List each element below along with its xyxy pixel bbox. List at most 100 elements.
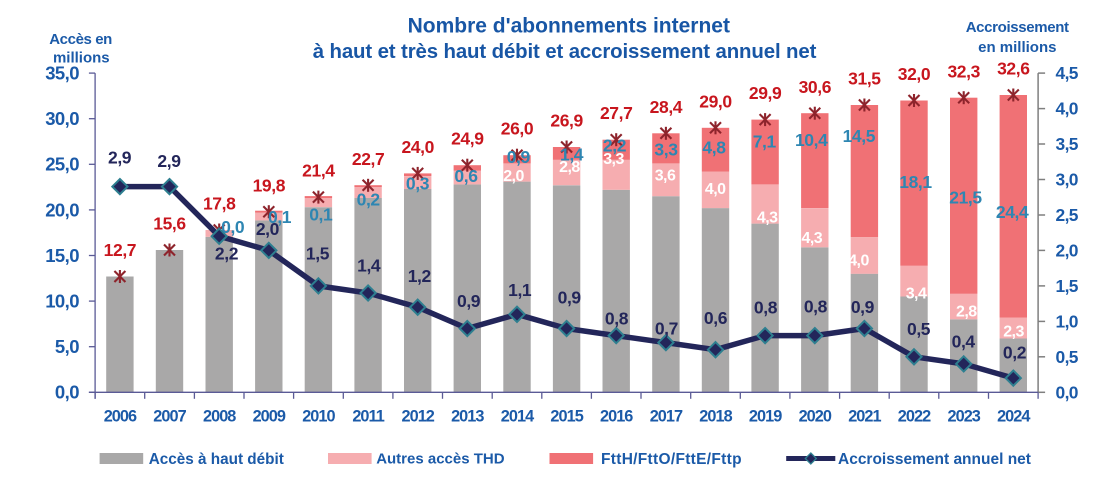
svg-text:2023: 2023 xyxy=(947,408,980,426)
svg-text:24,4: 24,4 xyxy=(996,202,1029,222)
svg-text:21,4: 21,4 xyxy=(302,161,335,181)
svg-text:Accès en: Accès en xyxy=(49,31,112,48)
svg-text:22,7: 22,7 xyxy=(352,149,384,169)
svg-text:0,9: 0,9 xyxy=(558,287,582,307)
svg-text:2006: 2006 xyxy=(104,408,137,426)
svg-text:2,2: 2,2 xyxy=(215,244,239,264)
svg-text:3,6: 3,6 xyxy=(655,168,676,185)
svg-text:26,9: 26,9 xyxy=(550,111,583,131)
svg-text:32,0: 32,0 xyxy=(898,64,931,84)
svg-text:2013: 2013 xyxy=(451,408,484,426)
svg-text:Nombre d'abonnements internet: Nombre d'abonnements internet xyxy=(408,14,730,37)
svg-text:3,5: 3,5 xyxy=(1056,134,1079,154)
svg-text:2019: 2019 xyxy=(749,408,782,426)
svg-text:26,0: 26,0 xyxy=(501,119,534,139)
svg-text:28,4: 28,4 xyxy=(650,97,683,117)
svg-text:4,3: 4,3 xyxy=(757,210,778,227)
svg-text:en millions: en millions xyxy=(978,39,1056,56)
svg-text:0,4: 0,4 xyxy=(952,332,976,352)
svg-text:2,0: 2,0 xyxy=(503,168,524,185)
svg-text:Accroissement annuel net: Accroissement annuel net xyxy=(838,451,1031,468)
svg-text:1,4: 1,4 xyxy=(560,145,584,165)
svg-text:2,9: 2,9 xyxy=(108,147,132,167)
svg-text:2,3: 2,3 xyxy=(1003,324,1024,341)
svg-text:3,0: 3,0 xyxy=(1056,170,1078,190)
svg-text:31,5: 31,5 xyxy=(848,69,881,89)
svg-text:2,2: 2,2 xyxy=(603,136,627,156)
svg-text:2,0: 2,0 xyxy=(256,219,280,239)
svg-text:2014: 2014 xyxy=(501,408,534,426)
svg-text:2024: 2024 xyxy=(997,408,1030,426)
svg-text:0,1: 0,1 xyxy=(268,207,292,227)
svg-text:2017: 2017 xyxy=(650,408,683,426)
svg-text:0,6: 0,6 xyxy=(454,166,478,186)
svg-text:2016: 2016 xyxy=(600,408,633,426)
svg-text:2020: 2020 xyxy=(799,408,832,426)
svg-text:2010: 2010 xyxy=(302,408,335,426)
svg-text:35,0: 35,0 xyxy=(45,63,79,84)
svg-text:0,3: 0,3 xyxy=(406,174,430,194)
svg-text:5,0: 5,0 xyxy=(55,336,79,357)
svg-text:4,3: 4,3 xyxy=(802,230,823,247)
svg-text:2008: 2008 xyxy=(203,408,236,426)
svg-text:1,1: 1,1 xyxy=(508,280,532,300)
svg-text:17,8: 17,8 xyxy=(203,194,236,214)
svg-text:0,6: 0,6 xyxy=(704,308,728,328)
svg-text:7,1: 7,1 xyxy=(753,132,777,152)
svg-text:15,0: 15,0 xyxy=(45,245,79,266)
svg-text:15,6: 15,6 xyxy=(153,214,186,234)
svg-text:2011: 2011 xyxy=(352,408,384,426)
svg-text:4,0: 4,0 xyxy=(705,181,726,198)
svg-text:14,5: 14,5 xyxy=(843,126,876,146)
svg-text:12,7: 12,7 xyxy=(104,240,136,260)
svg-text:FttH/FttO/FttE/Fttp: FttH/FttO/FttE/Fttp xyxy=(601,451,742,468)
svg-text:0,5: 0,5 xyxy=(1056,347,1079,367)
svg-text:0,9: 0,9 xyxy=(507,147,531,167)
svg-text:4,0: 4,0 xyxy=(1056,99,1078,119)
svg-text:0,0: 0,0 xyxy=(55,382,79,403)
svg-text:29,0: 29,0 xyxy=(699,91,732,111)
svg-text:10,4: 10,4 xyxy=(795,130,828,150)
svg-text:0,8: 0,8 xyxy=(605,309,629,329)
svg-text:0,0: 0,0 xyxy=(1056,382,1078,402)
svg-text:0,0: 0,0 xyxy=(221,217,245,237)
svg-text:3,4: 3,4 xyxy=(906,286,927,303)
svg-text:0,2: 0,2 xyxy=(1003,342,1027,362)
svg-text:30,0: 30,0 xyxy=(45,108,79,129)
svg-text:2012: 2012 xyxy=(401,408,434,426)
svg-text:2007: 2007 xyxy=(153,408,186,426)
svg-text:1,0: 1,0 xyxy=(1056,311,1078,331)
svg-text:2022: 2022 xyxy=(898,408,931,426)
svg-text:2009: 2009 xyxy=(253,408,286,426)
svg-text:à haut et très haut débit et a: à haut et très haut débit et accroisseme… xyxy=(313,41,817,63)
svg-text:2,9: 2,9 xyxy=(157,151,181,171)
svg-text:Accroissement: Accroissement xyxy=(966,19,1069,36)
svg-text:4,5: 4,5 xyxy=(1056,63,1079,83)
svg-text:millions: millions xyxy=(53,50,110,67)
svg-text:30,6: 30,6 xyxy=(799,77,832,97)
svg-text:3,3: 3,3 xyxy=(654,140,678,160)
svg-text:20,0: 20,0 xyxy=(45,199,79,220)
svg-text:24,0: 24,0 xyxy=(401,137,434,157)
svg-text:1,4: 1,4 xyxy=(357,256,381,276)
svg-text:2018: 2018 xyxy=(699,408,732,426)
svg-text:0,1: 0,1 xyxy=(309,205,333,225)
svg-text:1,2: 1,2 xyxy=(408,266,432,286)
svg-text:0,9: 0,9 xyxy=(851,297,875,317)
svg-text:Accès à haut débit: Accès à haut débit xyxy=(149,451,284,468)
svg-text:4,0: 4,0 xyxy=(848,253,869,270)
svg-text:0,2: 0,2 xyxy=(357,190,381,210)
svg-text:1,5: 1,5 xyxy=(306,243,330,263)
svg-text:19,8: 19,8 xyxy=(253,175,286,195)
svg-text:32,3: 32,3 xyxy=(947,61,980,81)
svg-text:0,8: 0,8 xyxy=(804,297,828,317)
svg-text:2021: 2021 xyxy=(848,408,881,426)
svg-text:0,7: 0,7 xyxy=(655,318,678,338)
svg-text:2,8: 2,8 xyxy=(559,159,580,176)
svg-text:0,5: 0,5 xyxy=(907,319,931,339)
svg-text:2,5: 2,5 xyxy=(1056,205,1079,225)
svg-text:Autres accès THD: Autres accès THD xyxy=(376,451,505,468)
svg-text:25,0: 25,0 xyxy=(45,154,79,175)
svg-text:29,9: 29,9 xyxy=(749,83,782,103)
svg-text:2,0: 2,0 xyxy=(1056,240,1078,260)
